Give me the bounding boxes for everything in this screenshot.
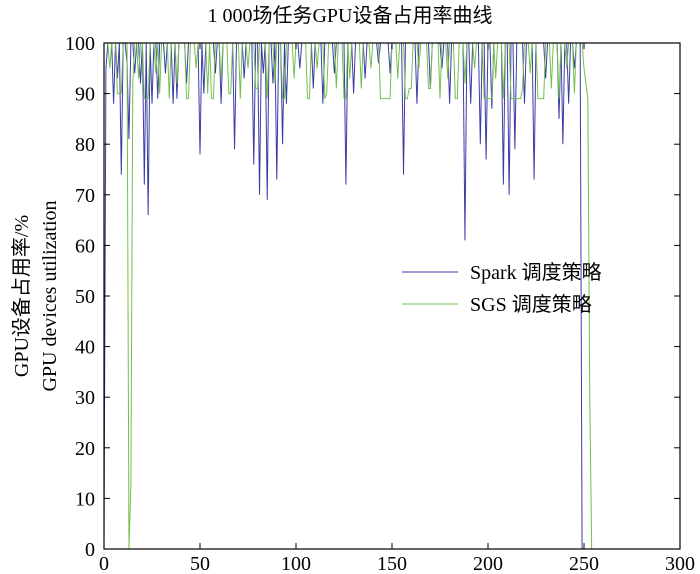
series-line-1 <box>104 43 593 549</box>
y-tick-label: 60 <box>75 235 95 257</box>
y-axis-label-en: GPU devices utilization <box>39 200 61 391</box>
x-tick-label: 150 <box>377 553 407 574</box>
y-tick-label: 40 <box>75 337 95 359</box>
y-tick-label: 80 <box>75 134 95 156</box>
x-tick-label: 50 <box>190 553 210 574</box>
y-tick-label: 10 <box>75 488 95 510</box>
y-tick-label: 0 <box>85 539 95 561</box>
axis-ticks: 0 50 100 150 200 250 300 0 10 20 30 40 50 60 70 80 90 100 <box>65 33 695 574</box>
x-tick-label: 300 <box>665 553 695 574</box>
x-tick-label: 200 <box>473 553 503 574</box>
x-tick-label: 250 <box>569 553 599 574</box>
y-tick-label: 20 <box>75 438 95 460</box>
y-tick-label: 30 <box>75 387 95 409</box>
plot-area-frame <box>103 42 681 550</box>
y-tick-label: 100 <box>65 33 95 55</box>
legend-label-spark: Spark 调度策略 <box>470 261 602 284</box>
y-axis-label-cn: GPU设备占用率/% <box>10 215 33 377</box>
legend: Spark 调度策略 SGS 调度策略 <box>402 261 602 316</box>
series-group <box>104 43 593 549</box>
y-tick-label: 70 <box>75 185 95 207</box>
y-tick-label: 50 <box>75 286 95 308</box>
series-line-0 <box>104 43 583 549</box>
chart-title: 1 000场任务GPU设备占用率曲线 <box>207 4 492 27</box>
x-tick-label: 0 <box>99 553 109 574</box>
legend-label-sgs: SGS 调度策略 <box>470 293 592 316</box>
y-tick-label: 90 <box>75 84 95 106</box>
x-tick-label: 100 <box>281 553 311 574</box>
